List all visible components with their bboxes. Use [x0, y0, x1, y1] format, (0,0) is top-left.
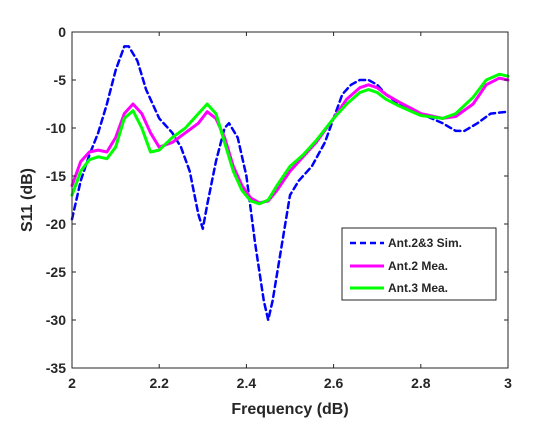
x-axis-title: Frequency (dB): [231, 401, 348, 418]
y-tick-label: -20: [46, 216, 66, 232]
x-tick-label: 2.8: [411, 375, 431, 391]
legend-label-ant2: Ant.2 Mea.: [388, 259, 448, 273]
series-line-2: [70, 72, 510, 206]
x-tick-label: 2: [68, 375, 76, 391]
y-tick-label: -10: [46, 120, 66, 136]
x-tick-label: 2.2: [149, 375, 169, 391]
y-tick-label: 0: [58, 24, 66, 40]
x-tick-label: 2.4: [237, 375, 257, 391]
legend-label-sim: Ant.2&3 Sim.: [388, 236, 462, 250]
y-tick-label: -35: [46, 360, 66, 376]
y-tick-label: -25: [46, 264, 66, 280]
y-tick-label: -15: [46, 168, 66, 184]
y-tick-label: -5: [54, 72, 67, 88]
axes-box: [71, 31, 509, 369]
x-tick-label: 3: [504, 375, 512, 391]
axes-layer: [71, 31, 509, 369]
plot-area: [72, 32, 508, 368]
legend-label-ant3: Ant.3 Mea.: [388, 281, 448, 295]
y-tick-label: -30: [46, 312, 66, 328]
ticks-layer: 2 2.2 2.4 2.6 2.8 3 0 -5 -10 -15 -20 -25 -30 -35: [46, 24, 512, 391]
y-axis-title: S11 (dB): [19, 168, 36, 232]
x-tick-label: 2.6: [324, 375, 344, 391]
series-layer: [70, 45, 510, 322]
legend: Ant.2&3 Sim. Ant.2 Mea. Ant.3 Mea.: [341, 227, 497, 301]
